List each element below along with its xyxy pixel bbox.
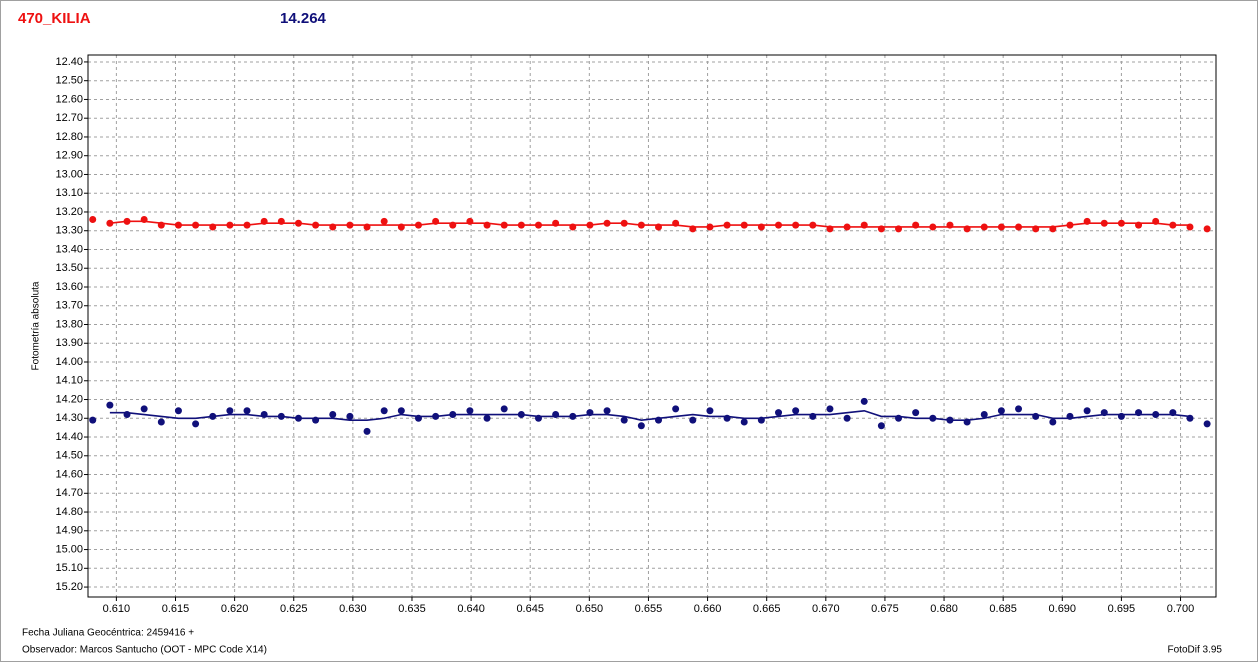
data-point bbox=[860, 397, 868, 405]
y-tick-label: 14.20 bbox=[55, 393, 83, 405]
x-tick-label: 0.660 bbox=[694, 603, 722, 615]
data-point bbox=[192, 420, 200, 428]
x-tick-label: 0.680 bbox=[930, 603, 958, 615]
y-tick-label: 13.40 bbox=[55, 243, 83, 255]
plot-area bbox=[88, 55, 1216, 597]
data-point bbox=[483, 414, 491, 422]
y-tick-label: 13.30 bbox=[55, 225, 83, 237]
y-tick-label: 13.50 bbox=[55, 262, 83, 274]
plot-border bbox=[87, 54, 1217, 598]
data-point bbox=[380, 407, 388, 415]
data-point bbox=[997, 407, 1005, 415]
y-tick-label: 13.80 bbox=[55, 318, 83, 330]
data-point bbox=[157, 418, 165, 426]
data-point bbox=[1203, 225, 1211, 233]
data-point bbox=[329, 411, 337, 419]
data-point bbox=[980, 411, 988, 419]
y-tick-label: 14.90 bbox=[55, 525, 83, 537]
x-tick-label: 0.665 bbox=[753, 603, 781, 615]
data-point bbox=[706, 407, 714, 415]
x-tick-label: 0.615 bbox=[162, 603, 190, 615]
footer-date: Fecha Juliana Geocéntrica: 2459416 + bbox=[22, 628, 194, 639]
footer-observer: Observador: Marcos Santucho (OOT - MPC C… bbox=[22, 645, 267, 656]
y-tick-label: 14.60 bbox=[55, 468, 83, 480]
data-point bbox=[843, 414, 851, 422]
x-tick-label: 0.675 bbox=[871, 603, 899, 615]
data-point bbox=[877, 422, 885, 430]
data-point bbox=[397, 407, 405, 415]
object-name: 470_KILIA bbox=[18, 10, 91, 27]
x-tick-label: 0.620 bbox=[221, 603, 249, 615]
data-point bbox=[775, 409, 783, 417]
y-tick-label: 15.10 bbox=[55, 562, 83, 574]
data-point bbox=[243, 407, 251, 415]
data-point bbox=[500, 405, 508, 413]
data-point bbox=[106, 401, 114, 409]
y-tick-label: 15.20 bbox=[55, 581, 83, 593]
x-tick-label: 0.610 bbox=[103, 603, 131, 615]
data-point bbox=[620, 416, 628, 424]
data-point bbox=[672, 405, 680, 413]
y-tick-label: 14.40 bbox=[55, 431, 83, 443]
data-point bbox=[174, 407, 182, 415]
y-tick-label: 13.90 bbox=[55, 337, 83, 349]
y-tick-label: 14.30 bbox=[55, 412, 83, 424]
data-point bbox=[689, 416, 697, 424]
y-tick-label: 13.70 bbox=[55, 300, 83, 312]
y-tick-label: 14.70 bbox=[55, 487, 83, 499]
data-point bbox=[1203, 420, 1211, 428]
data-point bbox=[380, 217, 388, 225]
y-tick-label: 14.50 bbox=[55, 450, 83, 462]
x-tick-label: 0.650 bbox=[576, 603, 604, 615]
x-tick-label: 0.645 bbox=[516, 603, 544, 615]
x-tick-label: 0.670 bbox=[812, 603, 840, 615]
data-point bbox=[603, 407, 611, 415]
y-tick-label: 15.00 bbox=[55, 543, 83, 555]
x-tick-label: 0.685 bbox=[989, 603, 1017, 615]
y-tick-label: 13.60 bbox=[55, 281, 83, 293]
data-point bbox=[912, 409, 920, 417]
data-point bbox=[346, 412, 354, 420]
data-point bbox=[226, 407, 234, 415]
data-point bbox=[1015, 405, 1023, 413]
y-tick-label: 14.00 bbox=[55, 356, 83, 368]
x-tick-label: 0.690 bbox=[1049, 603, 1077, 615]
x-tick-label: 0.695 bbox=[1108, 603, 1136, 615]
data-point bbox=[466, 407, 474, 415]
data-point bbox=[740, 418, 748, 426]
data-point bbox=[89, 416, 97, 424]
y-tick-label: 12.80 bbox=[55, 131, 83, 143]
y-tick-label: 13.10 bbox=[55, 187, 83, 199]
data-point bbox=[1049, 418, 1057, 426]
data-point bbox=[637, 422, 645, 430]
data-point bbox=[363, 427, 371, 435]
footer-software: FotoDif 3.95 bbox=[1168, 645, 1223, 656]
y-tick-label: 12.90 bbox=[55, 150, 83, 162]
y-tick-label: 13.20 bbox=[55, 206, 83, 218]
y-axis-label: Fotometría absoluta bbox=[31, 281, 42, 370]
x-tick-label: 0.640 bbox=[457, 603, 485, 615]
fit-line bbox=[109, 220, 1190, 228]
data-point bbox=[1083, 407, 1091, 415]
x-tick-label: 0.625 bbox=[280, 603, 308, 615]
data-point bbox=[89, 215, 97, 223]
y-tick-label: 12.60 bbox=[55, 93, 83, 105]
y-tick-label: 14.80 bbox=[55, 506, 83, 518]
y-tick-label: 12.50 bbox=[55, 75, 83, 87]
data-point bbox=[140, 405, 148, 413]
fit-line bbox=[109, 409, 1191, 421]
x-tick-label: 0.630 bbox=[339, 603, 367, 615]
x-tick-label: 0.655 bbox=[635, 603, 663, 615]
x-tick-label: 0.635 bbox=[398, 603, 426, 615]
y-tick-label: 12.40 bbox=[55, 56, 83, 68]
y-tick-label: 14.10 bbox=[55, 375, 83, 387]
data-point bbox=[792, 407, 800, 415]
mean-magnitude: 14.264 bbox=[280, 10, 327, 27]
y-tick-label: 12.70 bbox=[55, 112, 83, 124]
y-tick-label: 13.00 bbox=[55, 168, 83, 180]
x-tick-label: 0.700 bbox=[1167, 603, 1195, 615]
data-point bbox=[826, 405, 834, 413]
